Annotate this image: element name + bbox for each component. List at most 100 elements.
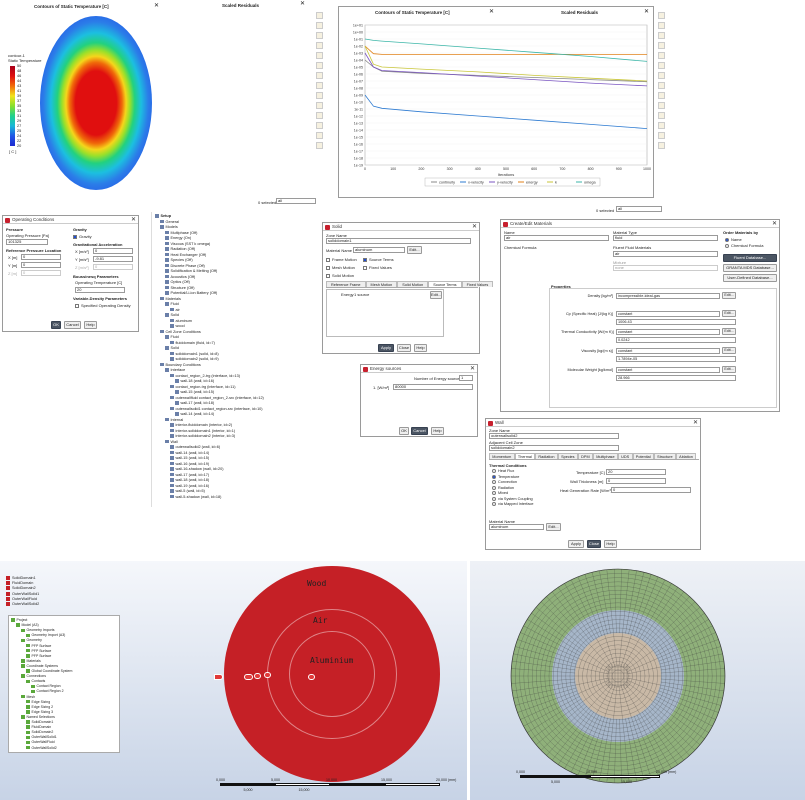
tree-item[interactable]: interior-soliddomain2 (interior, id=3): [170, 434, 235, 439]
solid-tab[interactable]: Solid Motion: [397, 281, 429, 287]
wall-material-select[interactable]: aluminum: [489, 524, 544, 530]
wall-zone-input[interactable]: outerwallsolid2: [489, 433, 619, 439]
ref-x-input[interactable]: 0: [21, 254, 61, 260]
toolbar-button[interactable]: [658, 132, 665, 139]
mech-tree-item[interactable]: Coordinate Systems: [21, 664, 58, 669]
op-help-button[interactable]: Help: [84, 321, 97, 329]
wall-tab[interactable]: Potential: [632, 453, 654, 459]
user-database-button[interactable]: User-Defined Database...: [723, 274, 777, 282]
wall-tab[interactable]: DPM: [577, 453, 593, 459]
named-selection-item[interactable]: SolidDomain2: [6, 586, 36, 591]
mech-tree-item[interactable]: SolidDomain2: [26, 730, 53, 735]
toolbar-button[interactable]: [316, 132, 323, 139]
wall-apply-button[interactable]: Apply: [568, 540, 584, 548]
tree-item[interactable]: Solidification & Melting (Off): [165, 269, 217, 274]
wall-tab[interactable]: Thermal: [514, 453, 536, 459]
gx-input[interactable]: 0: [93, 248, 133, 254]
property-value-input[interactable]: 28.966: [616, 375, 736, 381]
ref-z-input[interactable]: 0: [21, 270, 61, 276]
mech-tree-item[interactable]: OuterWallSolid2: [26, 746, 57, 751]
gz-input[interactable]: 0: [93, 264, 133, 270]
op-temp-input[interactable]: 20: [75, 287, 125, 293]
solid-help-button[interactable]: Help: [414, 344, 427, 352]
selected-select-2[interactable]: all: [616, 206, 662, 212]
thermal-radio-via_sc[interactable]: via System Coupling: [492, 496, 533, 501]
tree-item[interactable]: Solid: [165, 346, 179, 351]
mech-tree-item[interactable]: Model (A3): [16, 623, 39, 628]
thermal-radio-temperature[interactable]: Temperature: [492, 474, 519, 479]
toolbar-button[interactable]: [316, 22, 323, 29]
tree-item[interactable]: Solid: [165, 313, 179, 318]
fixed-values-checkbox[interactable]: Fixed Values: [363, 265, 392, 270]
tree-item[interactable]: Species (Off): [165, 258, 193, 263]
solid-zone-input[interactable]: soliddomain1: [326, 238, 471, 244]
residual-close-icon[interactable]: ✕: [489, 9, 495, 15]
tree-item[interactable]: wall-16 (wall, id=19): [170, 462, 209, 467]
tree-item[interactable]: wall-14 (wall, id=14): [170, 451, 209, 456]
wall-thickness-input[interactable]: 0: [606, 478, 666, 484]
tree-item[interactable]: Cell Zone Conditions: [160, 330, 201, 335]
heat-gen-input[interactable]: 0: [611, 487, 691, 493]
contour-close-icon[interactable]: ✕: [154, 3, 160, 9]
mat-name-input[interactable]: air: [504, 235, 609, 241]
tree-item[interactable]: outerwallsolid1 contact_region-src (inte…: [170, 407, 263, 412]
material-close-icon[interactable]: ✕: [771, 221, 777, 227]
mech-tree-item[interactable]: PFP Surface: [26, 644, 51, 649]
toolbar-button[interactable]: [316, 72, 323, 79]
mech-tree-item[interactable]: SolidDomain1: [26, 720, 53, 725]
toolbar-button[interactable]: [316, 92, 323, 99]
toolbar-button[interactable]: [658, 12, 665, 19]
tree-item[interactable]: Radiation (Off): [165, 247, 195, 252]
property-value-input[interactable]: 1006.43: [616, 319, 736, 325]
mech-tree-item[interactable]: Geometry: [21, 638, 42, 643]
tree-item[interactable]: Viscous (SST k omega): [165, 242, 210, 247]
source-terms-checkbox[interactable]: Source Terms: [363, 257, 394, 262]
tree-item[interactable]: Setup: [155, 214, 171, 219]
toolbar-button[interactable]: [316, 12, 323, 19]
tree-item[interactable]: interior-soliddomain1 (interior, id=1): [170, 429, 235, 434]
solid-apply-button[interactable]: Apply: [378, 344, 394, 352]
tree-item[interactable]: wall-17 (wall, id=18): [175, 401, 214, 406]
energy-ok-button[interactable]: OK: [399, 427, 409, 435]
solid-close-button[interactable]: Close: [397, 344, 411, 352]
tree-item[interactable]: wall-19 (wall, id=16): [170, 484, 209, 489]
mech-tree-item[interactable]: OuterWallFluid: [26, 740, 55, 745]
thermal-radio-heat_flux[interactable]: Heat Flux: [492, 469, 514, 473]
toolbar-button[interactable]: [316, 52, 323, 59]
tree-item[interactable]: wood: [170, 324, 185, 329]
tree-item[interactable]: wall-18 (wall, id=18): [170, 478, 209, 483]
solid-motion-checkbox[interactable]: Solid Motion: [326, 273, 354, 278]
property-edit-button[interactable]: Edit...: [722, 366, 736, 373]
tree-item[interactable]: wall-14 (wall, id=14): [175, 412, 214, 417]
mech-tree-item[interactable]: Mesh: [21, 695, 35, 700]
property-edit-button[interactable]: Edit...: [722, 292, 736, 299]
tree-item[interactable]: outerwallsolid2 (wall, id=6): [170, 445, 220, 450]
solid-close-icon[interactable]: ✕: [471, 224, 477, 230]
tree-item[interactable]: Materials: [160, 297, 181, 302]
tree-item[interactable]: contact_region_2-trg (interface, id=13): [170, 374, 240, 379]
tree-item[interactable]: contact_region-trg (interface, id=11): [170, 385, 235, 390]
energy-src-close-icon[interactable]: ✕: [469, 366, 475, 372]
toolbar-button[interactable]: [316, 42, 323, 49]
property-method-select[interactable]: constant: [616, 311, 720, 317]
named-selection-item[interactable]: FluidDomain: [6, 581, 33, 586]
residual-close-icon-2[interactable]: ✕: [644, 9, 650, 15]
mech-tree-item[interactable]: Connections: [21, 674, 46, 679]
tree-item[interactable]: Internal: [165, 418, 183, 423]
property-value-input[interactable]: 0.0242: [616, 337, 736, 343]
thermal-radio-radiation[interactable]: Radiation: [492, 485, 514, 490]
wall-tab[interactable]: Species: [557, 453, 578, 459]
mech-tree-item[interactable]: Project: [11, 618, 27, 623]
solid-material-select[interactable]: aluminum: [353, 247, 405, 253]
named-selection-item[interactable]: SolidDomain1: [6, 576, 36, 580]
named-selection-item[interactable]: OuterWallFluid: [6, 596, 37, 601]
tree-item[interactable]: wall-15 (wall, id=15): [175, 390, 214, 395]
mech-tree-item[interactable]: OuterWallSolid1: [26, 735, 57, 740]
mixture-select[interactable]: none: [613, 265, 718, 271]
frame-motion-checkbox[interactable]: Frame Motion: [326, 257, 357, 262]
tree-item[interactable]: wall-5 (wall, id=5): [170, 489, 205, 494]
tree-item[interactable]: soliddomain1 (solid, id=8): [170, 352, 219, 357]
toolbar-button[interactable]: [316, 112, 323, 119]
toolbar-button[interactable]: [658, 122, 665, 129]
mech-tree-item[interactable]: Geometry Imports: [21, 628, 55, 633]
